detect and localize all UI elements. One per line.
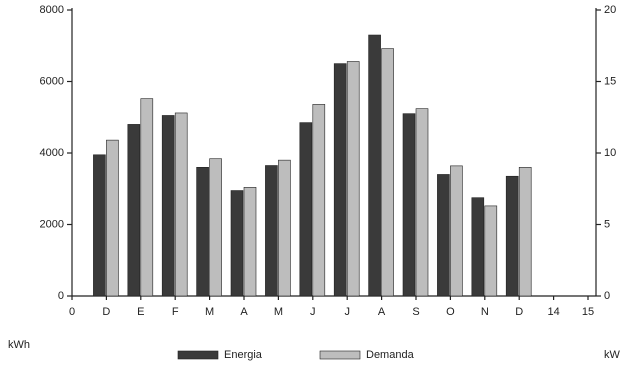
bar (333, 63, 347, 297)
bar (450, 165, 463, 297)
bar (140, 98, 154, 297)
bar (518, 167, 532, 297)
bar (106, 139, 119, 297)
x-tick-label: D (102, 306, 110, 318)
bar (368, 34, 381, 297)
y-tick-label: 4000 (40, 147, 64, 159)
x-tick-label: D (515, 306, 523, 318)
y2-axis-label: kW (604, 349, 621, 361)
bar (381, 48, 394, 297)
legend-swatch (319, 350, 361, 360)
bar (346, 61, 360, 297)
x-tick-label: M (274, 306, 283, 318)
bar (505, 175, 519, 297)
bar (196, 167, 209, 297)
y-tick-label: 6000 (40, 75, 64, 87)
x-tick-label: 15 (582, 306, 594, 318)
y-tick-label: 2000 (40, 218, 64, 230)
y2-tick-label: 0 (604, 290, 610, 302)
bar (484, 205, 498, 297)
bar (243, 187, 257, 297)
bar (230, 190, 244, 297)
x-tick-label: A (240, 306, 248, 318)
legend-label: Energia (224, 349, 263, 361)
x-tick-label: J (310, 306, 316, 318)
y-tick-label: 8000 (40, 4, 64, 16)
bar (437, 174, 450, 297)
y-tick-label: 0 (58, 290, 64, 302)
bar (93, 154, 106, 297)
legend-swatch (177, 350, 219, 360)
x-tick-label: E (137, 306, 144, 318)
bar (415, 108, 429, 297)
bar (278, 159, 291, 297)
bar (127, 124, 141, 297)
x-tick-label: 14 (547, 306, 559, 318)
x-tick-label: O (446, 306, 455, 318)
bar (174, 112, 188, 297)
bar (402, 113, 416, 297)
bar (312, 104, 326, 297)
bar (299, 122, 313, 297)
x-tick-label: F (172, 306, 179, 318)
x-tick-label: 0 (69, 306, 75, 318)
bar (471, 197, 485, 297)
y2-tick-label: 10 (604, 147, 616, 159)
bar (265, 165, 278, 297)
legend-label: Demanda (366, 349, 415, 361)
y2-tick-label: 5 (604, 218, 610, 230)
x-tick-label: M (205, 306, 214, 318)
y2-tick-label: 20 (604, 4, 616, 16)
bar (209, 158, 222, 297)
x-tick-label: A (378, 306, 386, 318)
y2-tick-label: 15 (604, 75, 616, 87)
bar (161, 115, 175, 297)
x-tick-label: J (344, 306, 350, 318)
x-tick-label: N (481, 306, 489, 318)
x-tick-label: S (412, 306, 419, 318)
y-axis-label: kWh (8, 339, 30, 351)
